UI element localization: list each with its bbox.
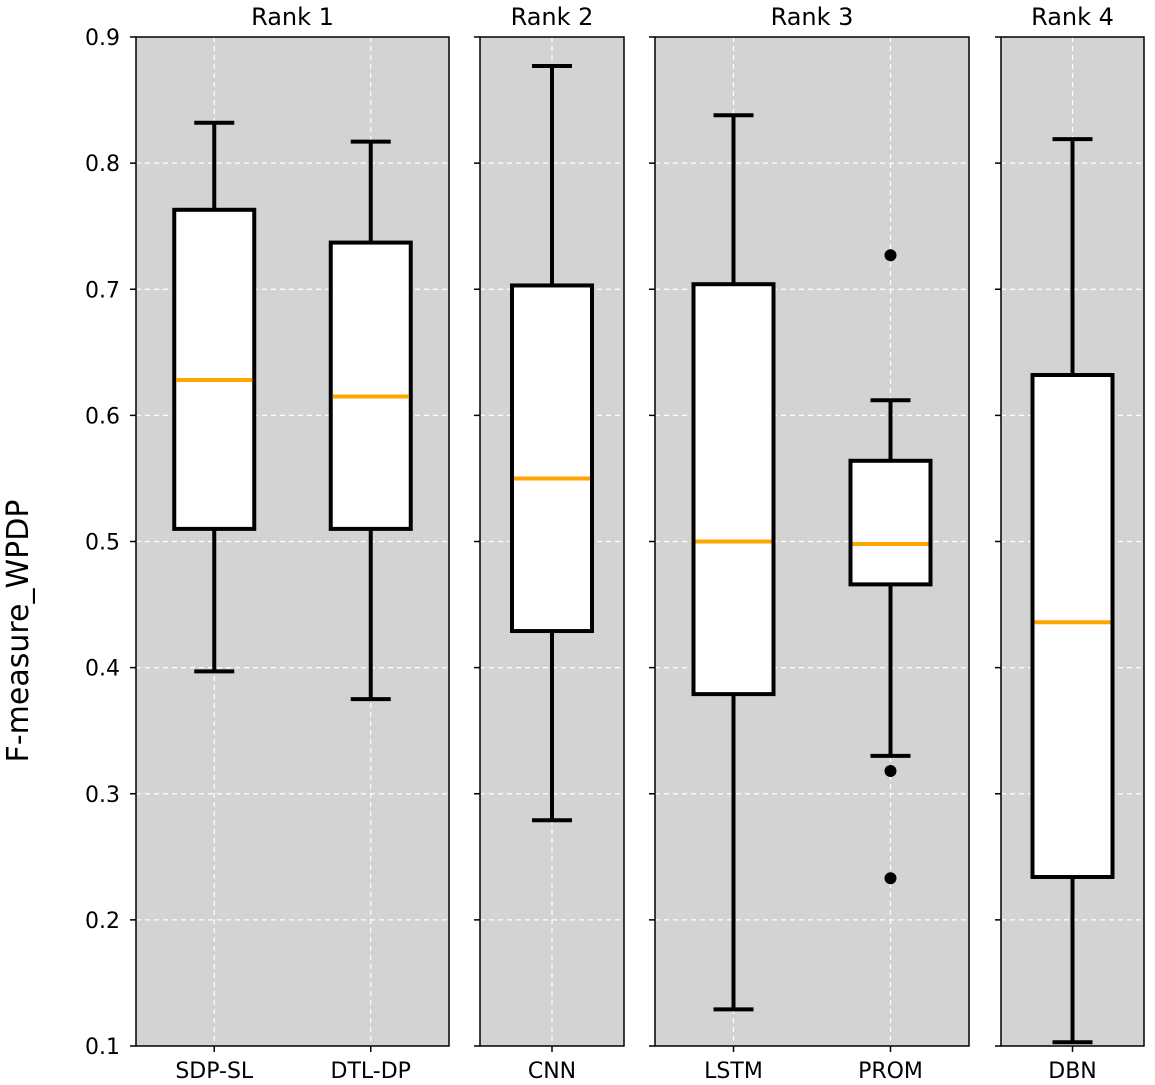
panel-2: Rank 2 CNN <box>474 3 625 1084</box>
box-iqr <box>510 283 594 634</box>
box-iqr <box>848 458 933 587</box>
outlier-point <box>884 249 897 262</box>
box-lstm: LSTM <box>691 113 776 1084</box>
x-tick-label: SDP-SL <box>175 1059 254 1084</box>
y-tick-label: 0.6 <box>85 404 120 429</box>
y-tick-label: 0.9 <box>85 26 120 51</box>
panel-title: Rank 1 <box>251 3 334 31</box>
panel-title: Rank 4 <box>1031 3 1114 31</box>
y-tick-label: 0.1 <box>85 1035 120 1060</box>
box-iqr <box>691 282 776 697</box>
plot-area: 0.1 0.2 0.3 0.4 0.5 0.6 0.7 0.8 0.9 Rank 1 SDP-SL D… <box>85 3 1145 1084</box>
panel-frame <box>1000 36 1145 1047</box>
panel-title: Rank 3 <box>771 3 854 31</box>
box-dbn: DBN <box>1030 137 1115 1084</box>
x-tick-label: DTL-DP <box>331 1059 411 1084</box>
y-tick-label: 0.4 <box>85 657 120 682</box>
panel-1: Rank 1 SDP-SL DTL-DP <box>130 3 450 1084</box>
box-iqr <box>172 207 257 531</box>
x-tick-label: PROM <box>858 1059 923 1084</box>
box-iqr <box>328 240 413 531</box>
box-sdp-sl: SDP-SL <box>172 120 257 1084</box>
x-tick-label: LSTM <box>704 1059 763 1084</box>
x-tick-label: CNN <box>528 1059 576 1084</box>
panel-frame <box>135 36 450 1047</box>
y-tick-label: 0.7 <box>85 278 120 303</box>
panel-frame <box>479 36 625 1047</box>
box-dtl-dp: DTL-DP <box>328 139 413 1084</box>
outlier-point <box>884 765 897 778</box>
y-tick-label: 0.8 <box>85 152 120 177</box>
y-tick-label: 0.5 <box>85 531 120 556</box>
box-cnn: CNN <box>510 64 594 1084</box>
outlier-point <box>884 872 897 885</box>
panel-title: Rank 2 <box>511 3 594 31</box>
box-prom: PROM <box>848 249 933 1084</box>
panel-frame <box>654 36 970 1047</box>
box-iqr <box>1030 373 1115 879</box>
x-tick-label: DBN <box>1048 1059 1097 1084</box>
y-axis-label: F-measure_WPDP <box>1 500 36 763</box>
y-tick-label: 0.2 <box>85 909 120 934</box>
panel-3: Rank 3 LSTM PROM <box>649 3 970 1084</box>
panel-4: Rank 4 DBN <box>995 3 1145 1084</box>
y-tick-label: 0.3 <box>85 783 120 808</box>
